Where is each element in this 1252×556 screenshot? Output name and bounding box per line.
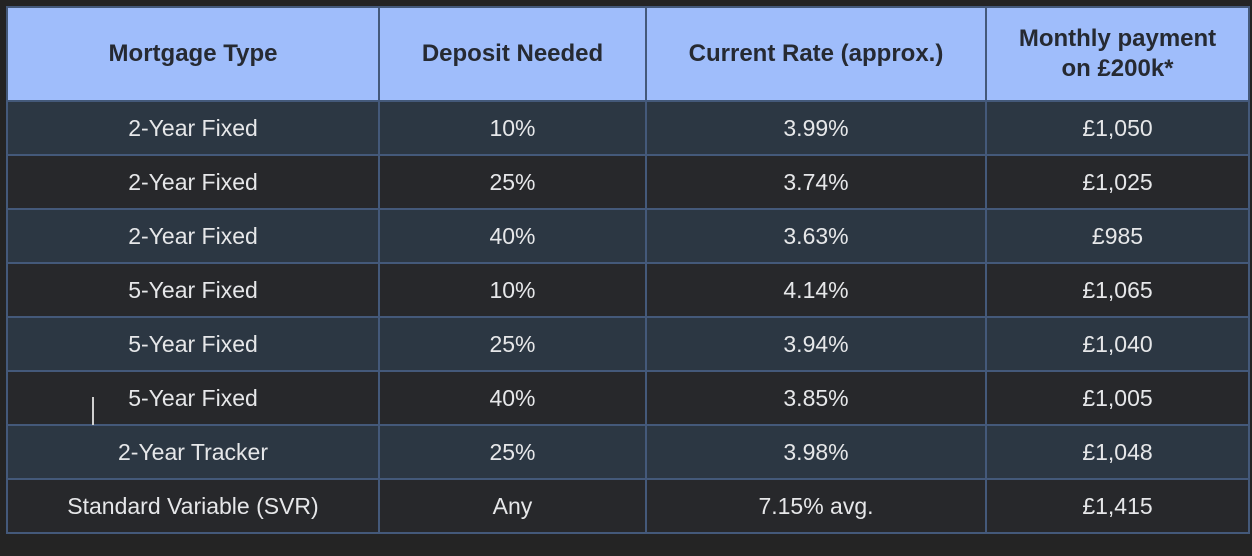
cell-payment[interactable]: £1,050 <box>985 100 1250 156</box>
cell-deposit[interactable]: 25% <box>378 154 647 210</box>
cell-deposit[interactable]: 25% <box>378 316 647 372</box>
mortgage-rates-table: Mortgage Type Deposit Needed Current Rat… <box>6 6 1250 534</box>
table-row: 5-Year Fixed 25% 3.94% £1,040 <box>6 316 1250 372</box>
table-row: 2-Year Fixed 25% 3.74% £1,025 <box>6 154 1250 210</box>
cell-mortgage-type[interactable]: 5-Year Fixed <box>6 370 380 426</box>
cell-deposit[interactable]: 25% <box>378 424 647 480</box>
table-row: Standard Variable (SVR) Any 7.15% avg. £… <box>6 478 1250 534</box>
cell-mortgage-type[interactable]: 2-Year Tracker <box>6 424 380 480</box>
cell-rate[interactable]: 3.74% <box>645 154 987 210</box>
cell-deposit[interactable]: 10% <box>378 262 647 318</box>
cell-deposit[interactable]: Any <box>378 478 647 534</box>
cell-mortgage-type[interactable]: 2-Year Fixed <box>6 154 380 210</box>
cell-payment[interactable]: £1,048 <box>985 424 1250 480</box>
cell-rate[interactable]: 3.85% <box>645 370 987 426</box>
cell-mortgage-type[interactable]: 2-Year Fixed <box>6 208 380 264</box>
column-header-mortgage-type[interactable]: Mortgage Type <box>6 6 380 102</box>
cell-payment[interactable]: £1,025 <box>985 154 1250 210</box>
cell-mortgage-type[interactable]: 2-Year Fixed <box>6 100 380 156</box>
cell-payment[interactable]: £1,065 <box>985 262 1250 318</box>
cell-rate[interactable]: 3.99% <box>645 100 987 156</box>
cell-payment[interactable]: £985 <box>985 208 1250 264</box>
cell-payment[interactable]: £1,005 <box>985 370 1250 426</box>
table-row: 5-Year Fixed 40% 3.85% £1,005 <box>6 370 1250 426</box>
column-header-deposit-needed[interactable]: Deposit Needed <box>378 6 647 102</box>
text-caret <box>92 397 94 425</box>
column-header-monthly-payment[interactable]: Monthly payment on £200k* <box>985 6 1250 102</box>
cell-deposit[interactable]: 40% <box>378 370 647 426</box>
table-row: 5-Year Fixed 10% 4.14% £1,065 <box>6 262 1250 318</box>
cell-rate[interactable]: 4.14% <box>645 262 987 318</box>
cell-payment[interactable]: £1,415 <box>985 478 1250 534</box>
cell-mortgage-type[interactable]: Standard Variable (SVR) <box>6 478 380 534</box>
cell-mortgage-type[interactable]: 5-Year Fixed <box>6 316 380 372</box>
table-row: 2-Year Fixed 10% 3.99% £1,050 <box>6 100 1250 156</box>
table-row: 2-Year Tracker 25% 3.98% £1,048 <box>6 424 1250 480</box>
cell-rate[interactable]: 7.15% avg. <box>645 478 987 534</box>
cell-rate[interactable]: 3.63% <box>645 208 987 264</box>
cell-payment[interactable]: £1,040 <box>985 316 1250 372</box>
cell-mortgage-type[interactable]: 5-Year Fixed <box>6 262 380 318</box>
header-row: Mortgage Type Deposit Needed Current Rat… <box>6 6 1250 102</box>
cell-deposit[interactable]: 40% <box>378 208 647 264</box>
column-header-current-rate[interactable]: Current Rate (approx.) <box>645 6 987 102</box>
cell-rate[interactable]: 3.94% <box>645 316 987 372</box>
table-row: 2-Year Fixed 40% 3.63% £985 <box>6 208 1250 264</box>
cell-rate[interactable]: 3.98% <box>645 424 987 480</box>
cell-deposit[interactable]: 10% <box>378 100 647 156</box>
